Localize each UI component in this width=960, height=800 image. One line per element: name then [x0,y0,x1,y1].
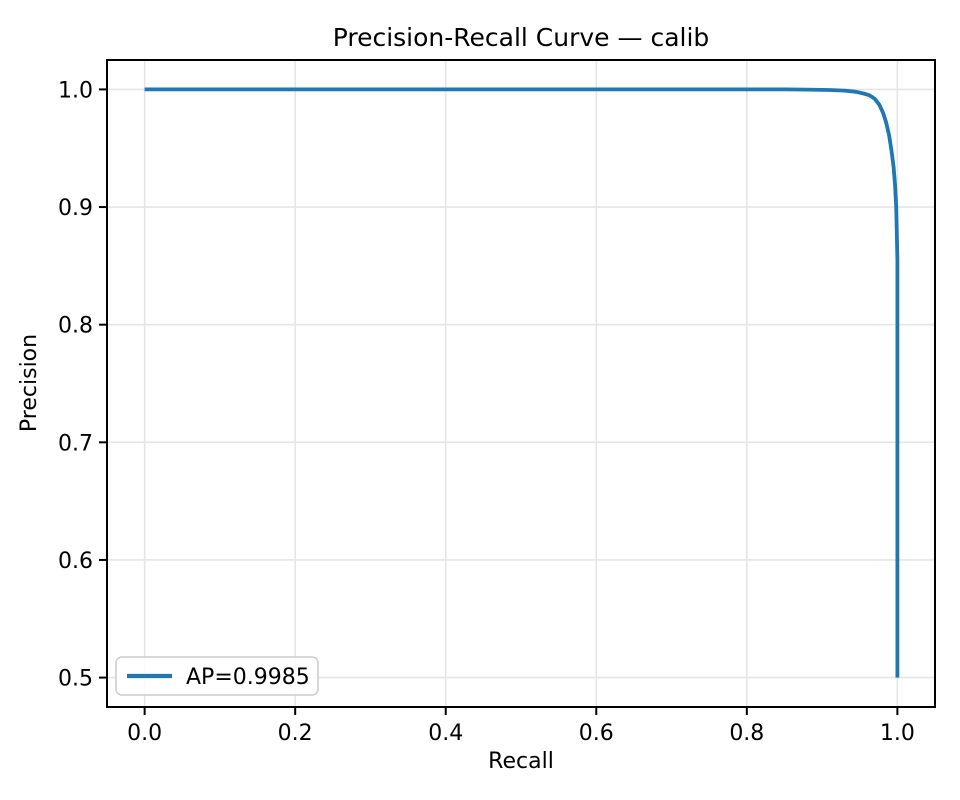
legend-label: AP=0.9985 [186,665,310,690]
y-tick-label: 0.6 [58,549,93,574]
x-axis-label: Recall [488,749,554,774]
chart-title: Precision-Recall Curve — calib [333,23,710,52]
y-tick-label: 1.0 [58,78,93,103]
y-tick-label: 0.5 [58,667,93,692]
grid-layer [107,60,935,707]
x-tick-label: 1.0 [880,721,915,746]
y-tick-label: 0.7 [58,431,93,456]
y-axis-label: Precision [17,334,42,432]
legend: AP=0.9985 [115,656,319,696]
axes-spines [106,59,936,708]
pr-curve-line [144,87,900,678]
x-tick-label: 0.4 [428,721,463,746]
x-tick-label: 0.2 [278,721,313,746]
tick-layer: 0.0 0.2 0.4 0.6 0.8 1.0 0.5 0.6 0.7 0.8 0.9 1.0 [58,78,915,746]
y-tick-label: 0.8 [58,314,93,339]
x-tick-label: 0.8 [729,721,764,746]
legend-box [115,656,319,696]
x-tick-label: 0.6 [579,721,614,746]
x-tick-label: 0.0 [127,721,162,746]
y-tick-label: 0.9 [58,196,93,221]
